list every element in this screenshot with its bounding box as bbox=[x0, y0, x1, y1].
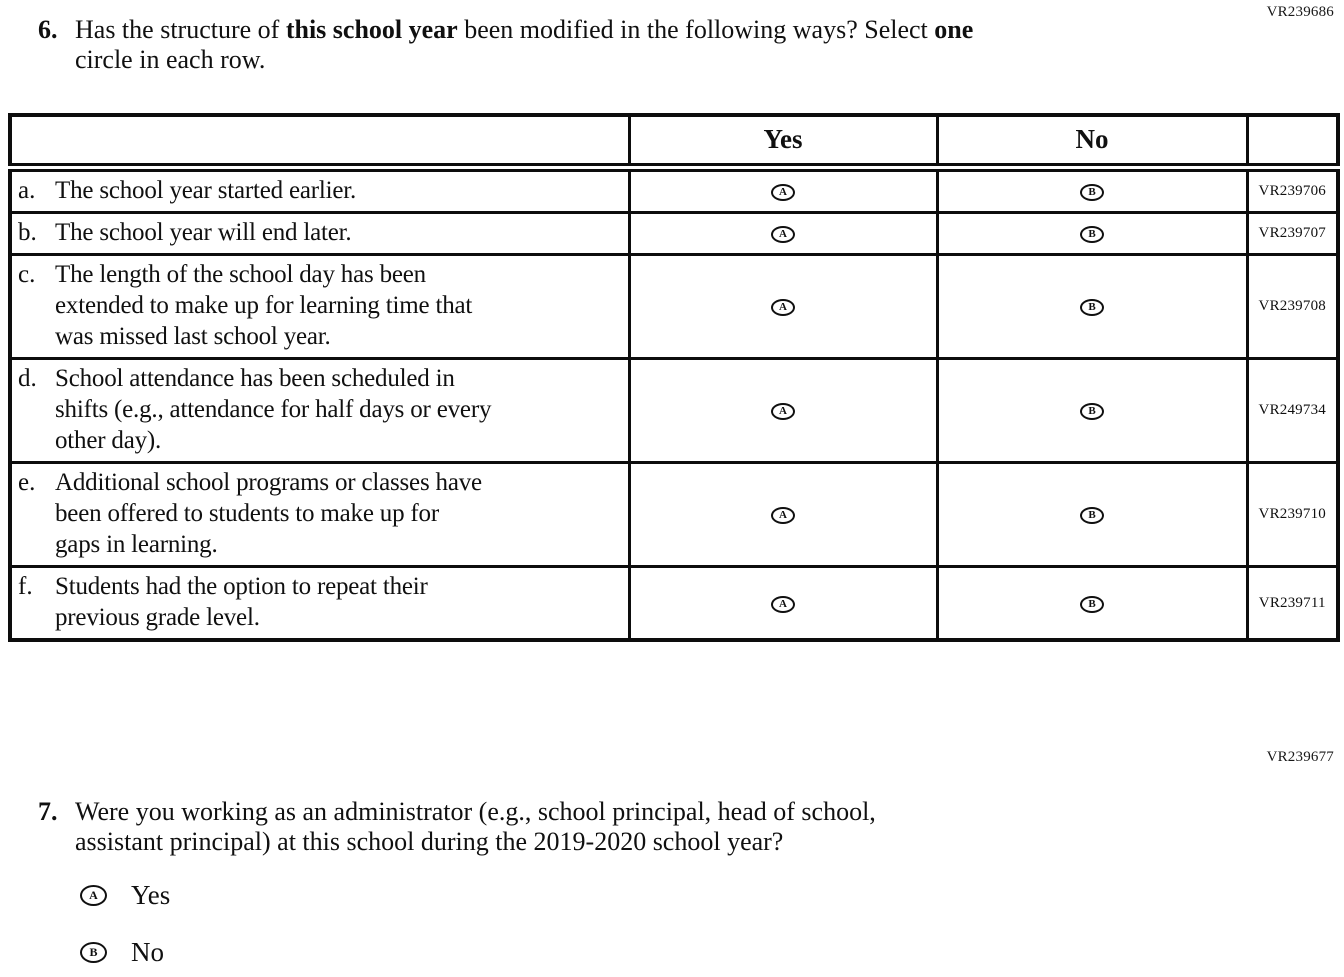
option-label: Yes bbox=[131, 880, 171, 910]
statement-cell: f. Students had the option to repeat the… bbox=[8, 565, 631, 642]
table-row: c. The length of the school day has been… bbox=[8, 253, 1340, 360]
answer-bubble-yes[interactable]: A bbox=[771, 226, 795, 243]
statement-cell: a. The school year started earlier. bbox=[8, 166, 631, 214]
no-cell: B bbox=[935, 357, 1249, 464]
vr-code-question6: VR239686 bbox=[1266, 4, 1334, 20]
vr-code: VR239707 bbox=[1245, 211, 1340, 256]
no-cell: B bbox=[935, 211, 1249, 256]
vr-code: VR239710 bbox=[1245, 461, 1340, 568]
row-letter: a. bbox=[18, 177, 36, 204]
answer-bubble-no[interactable]: B bbox=[1080, 226, 1104, 243]
code-column-header bbox=[1245, 113, 1340, 172]
question-6: 6. Has the structure of this school year… bbox=[38, 15, 973, 75]
row-statement: School attendance has been scheduled in … bbox=[55, 363, 491, 456]
statement-line: School attendance has been scheduled in bbox=[55, 365, 455, 392]
answer-bubble-yes[interactable]: A bbox=[771, 184, 795, 201]
question-text-line1: Were you working as an administrator (e.… bbox=[75, 797, 876, 826]
column-header-yes: Yes bbox=[627, 113, 939, 172]
statement-line: The school year started earlier. bbox=[55, 177, 357, 204]
question-number: 7. bbox=[38, 797, 58, 826]
no-cell: B bbox=[935, 253, 1249, 360]
answer-bubble-no[interactable]: B bbox=[80, 941, 107, 963]
question-text: Were you working as an administrator (e.… bbox=[75, 797, 876, 857]
yes-cell: A bbox=[627, 461, 939, 568]
table-row: d. School attendance has been scheduled … bbox=[8, 357, 1340, 464]
yes-cell: A bbox=[627, 211, 939, 256]
row-statement: The school year started earlier. bbox=[55, 175, 356, 206]
row-statement: Additional school programs or classes ha… bbox=[55, 467, 482, 560]
statement-line: Additional school programs or classes ha… bbox=[55, 469, 482, 496]
yes-cell: A bbox=[627, 357, 939, 464]
statement-line: been offered to students to make up for bbox=[55, 500, 439, 527]
yes-cell: A bbox=[627, 253, 939, 360]
vr-code: VR249734 bbox=[1245, 357, 1340, 464]
table-header-row: Yes No bbox=[8, 113, 1340, 172]
row-statement: The school year will end later. bbox=[55, 217, 352, 248]
answer-bubble-yes[interactable]: A bbox=[80, 884, 107, 906]
statement-line: The school year will end later. bbox=[55, 219, 352, 246]
column-header-no: No bbox=[935, 113, 1249, 172]
question-text-line1: Has the structure of this school year be… bbox=[75, 15, 973, 45]
question-text-line2: circle in each row. bbox=[75, 45, 266, 74]
statement-cell: e. Additional school programs or classes… bbox=[8, 461, 631, 568]
answer-bubble-no[interactable]: B bbox=[1080, 184, 1104, 201]
yes-cell: A bbox=[627, 166, 939, 214]
answer-bubble-no[interactable]: B bbox=[1080, 299, 1104, 316]
statement-line: gaps in learning. bbox=[55, 531, 218, 558]
row-statement: Students had the option to repeat their … bbox=[55, 571, 428, 633]
no-cell: B bbox=[935, 166, 1249, 214]
answer-bubble-yes[interactable]: A bbox=[771, 595, 795, 613]
statement-line: other day). bbox=[55, 427, 162, 454]
vr-code: VR239708 bbox=[1245, 253, 1340, 360]
answer-bubble-yes[interactable]: A bbox=[771, 299, 795, 316]
answer-bubble-no[interactable]: B bbox=[1080, 595, 1104, 613]
statement-line: was missed last school year. bbox=[55, 323, 331, 350]
table-row: f. Students had the option to repeat the… bbox=[8, 565, 1340, 642]
text-segment: been modified in the following ways? Sel… bbox=[457, 15, 935, 44]
row-letter: e. bbox=[18, 469, 36, 496]
statement-column-header bbox=[8, 113, 631, 172]
question-number: 6. bbox=[38, 15, 58, 44]
table-row: b. The school year will end later. A B V… bbox=[8, 211, 1340, 256]
row-letter: b. bbox=[18, 219, 37, 246]
answer-bubble-no[interactable]: B bbox=[1080, 403, 1104, 420]
row-letter: c. bbox=[18, 261, 36, 288]
text-segment: Has the structure of bbox=[75, 15, 286, 44]
statement-line: previous grade level. bbox=[55, 604, 260, 631]
option-label: No bbox=[131, 937, 164, 967]
answer-bubble-no[interactable]: B bbox=[1080, 507, 1104, 524]
statement-cell: c. The length of the school day has been… bbox=[8, 253, 631, 360]
table-row: a. The school year started earlier. A B … bbox=[8, 166, 1340, 214]
question7-options: A Yes B No bbox=[80, 880, 170, 977]
statement-line: Students had the option to repeat their bbox=[55, 573, 428, 600]
answer-bubble-yes[interactable]: A bbox=[771, 403, 795, 420]
row-statement: The length of the school day has been ex… bbox=[55, 259, 472, 352]
statement-line: extended to make up for learning time th… bbox=[55, 292, 473, 319]
option-yes[interactable]: A Yes bbox=[80, 880, 170, 910]
vr-code: VR239706 bbox=[1245, 166, 1340, 214]
option-no[interactable]: B No bbox=[80, 937, 170, 967]
table-row: e. Additional school programs or classes… bbox=[8, 461, 1340, 568]
question-text: Has the structure of this school year be… bbox=[75, 15, 973, 75]
question-text-line2: assistant principal) at this school duri… bbox=[75, 827, 784, 856]
statement-line: The length of the school day has been bbox=[55, 261, 426, 288]
yes-cell: A bbox=[627, 565, 939, 642]
statement-line: shifts (e.g., attendance for half days o… bbox=[55, 396, 492, 423]
question6-response-table: Yes No a. The school year started earlie… bbox=[8, 113, 1340, 642]
row-letter: f. bbox=[18, 573, 33, 600]
bold-text-segment: one bbox=[934, 15, 974, 44]
bold-text-segment: this school year bbox=[285, 15, 458, 44]
row-letter: d. bbox=[18, 365, 37, 392]
answer-bubble-yes[interactable]: A bbox=[771, 507, 795, 524]
vr-code: VR239711 bbox=[1245, 565, 1340, 642]
statement-cell: b. The school year will end later. bbox=[8, 211, 631, 256]
statement-cell: d. School attendance has been scheduled … bbox=[8, 357, 631, 464]
vr-code-question7: VR239677 bbox=[1266, 749, 1334, 765]
question-7: 7. Were you working as an administrator … bbox=[38, 797, 876, 857]
no-cell: B bbox=[935, 565, 1249, 642]
no-cell: B bbox=[935, 461, 1249, 568]
